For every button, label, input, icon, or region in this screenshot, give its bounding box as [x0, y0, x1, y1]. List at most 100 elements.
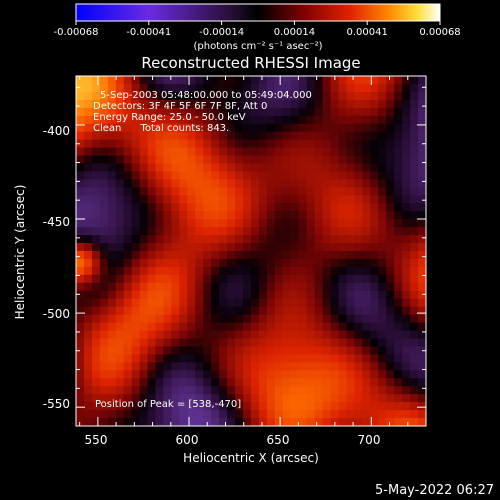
- heatmap-cell: [306, 354, 316, 363]
- heatmap-cell: [155, 418, 165, 426]
- heatmap-cell: [418, 402, 426, 411]
- heatmap-cell: [99, 322, 109, 332]
- heatmap-cell: [139, 187, 149, 196]
- heatmap-cell: [251, 410, 260, 419]
- heatmap-cell: [394, 227, 403, 236]
- heatmap-cell: [322, 338, 332, 348]
- heatmap-cell: [394, 107, 403, 117]
- colorbar-tick-label: 0.00041: [347, 27, 388, 38]
- heatmap-cell: [378, 290, 387, 300]
- heatmap-cell: [338, 322, 348, 332]
- heatmap-cell: [211, 362, 220, 371]
- heatmap-cell: [418, 147, 426, 157]
- heatmap-cell: [99, 227, 109, 236]
- heatmap-cell: [131, 394, 141, 403]
- heatmap-cell: [314, 346, 324, 355]
- heatmap-cell: [131, 163, 141, 173]
- heatmap-cell: [290, 290, 300, 300]
- heatmap-cell: [354, 394, 363, 403]
- heatmap-cell: [76, 83, 85, 93]
- heatmap-cell: [115, 147, 125, 157]
- heatmap-cell: [354, 123, 363, 133]
- heatmap-cell: [163, 131, 173, 141]
- heatmap-cell: [99, 195, 109, 204]
- heatmap-cell: [258, 330, 268, 340]
- heatmap-cell: [370, 370, 379, 379]
- heatmap-cell: [338, 410, 348, 419]
- heatmap-cell: [195, 219, 204, 228]
- heatmap-cell: [258, 298, 268, 308]
- heatmap-cell: [410, 76, 419, 85]
- heatmap-cell: [195, 258, 204, 268]
- heatmap-cell: [346, 131, 355, 141]
- heatmap-cell: [91, 330, 101, 340]
- heatmap-cell: [306, 370, 316, 379]
- heatmap-cell: [410, 418, 419, 426]
- heatmap-cell: [155, 91, 165, 101]
- heatmap-cell: [147, 195, 157, 204]
- heatmap-cell: [147, 330, 157, 340]
- heatmap-cell: [123, 330, 133, 340]
- heatmap-cell: [91, 187, 101, 196]
- heatmap-cell: [266, 171, 276, 180]
- heatmap-cell: [330, 290, 340, 300]
- heatmap-cell: [235, 370, 244, 379]
- heatmap-cell: [330, 219, 340, 228]
- heatmap-cell: [274, 410, 284, 419]
- heatmap-cell: [314, 322, 324, 332]
- heatmap-cell: [402, 91, 411, 101]
- heatmap-cell: [346, 163, 355, 173]
- heatmap-cell: [306, 171, 316, 180]
- heatmap-cell: [330, 131, 340, 141]
- heatmap-cell: [219, 163, 228, 173]
- heatmap-cell: [290, 131, 300, 141]
- heatmap-cell: [322, 211, 332, 220]
- heatmap-cell: [258, 306, 268, 316]
- heatmap-cell: [330, 187, 340, 196]
- heatmap-cell: [107, 107, 117, 117]
- heatmap-cell: [386, 155, 395, 165]
- heatmap-cell: [91, 378, 101, 387]
- heatmap-cell: [235, 322, 244, 332]
- heatmap-cell: [83, 235, 93, 244]
- heatmap-cell: [258, 266, 268, 276]
- heatmap-cell: [76, 386, 85, 395]
- heatmap-cell: [266, 378, 276, 387]
- heatmap-cell: [76, 362, 85, 371]
- heatmap-cell: [266, 227, 276, 236]
- heatmap-cell: [402, 378, 411, 387]
- heatmap-cell: [394, 187, 403, 196]
- heatmap-cell: [346, 123, 355, 133]
- heatmap-cell: [274, 203, 284, 212]
- heatmap-cell: [243, 171, 252, 180]
- heatmap-cell: [139, 235, 149, 244]
- heatmap-cell: [394, 123, 403, 133]
- heatmap-cell: [402, 219, 411, 228]
- heatmap-cell: [243, 394, 252, 403]
- heatmap-cell: [235, 203, 244, 212]
- heatmap-cell: [402, 418, 411, 426]
- heatmap-cell: [243, 354, 252, 363]
- heatmap-cell: [370, 362, 379, 371]
- heatmap-cell: [76, 115, 85, 125]
- heatmap-cell: [235, 131, 244, 141]
- heatmap-cell: [290, 418, 300, 426]
- heatmap-cell: [123, 227, 133, 236]
- heatmap-cell: [227, 362, 236, 371]
- heatmap-cell: [227, 139, 236, 149]
- heatmap-cell: [115, 179, 125, 188]
- heatmap-cell: [394, 163, 403, 173]
- heatmap-cell: [266, 147, 276, 157]
- heatmap-cell: [386, 402, 395, 411]
- heatmap-cell: [163, 171, 173, 180]
- heatmap-cell: [171, 243, 180, 252]
- heatmap-cell: [418, 394, 426, 403]
- heatmap-cell: [76, 99, 85, 109]
- heatmap-cell: [235, 394, 244, 403]
- heatmap-cell: [418, 322, 426, 332]
- heatmap-cell: [155, 410, 165, 419]
- heatmap-cell: [274, 163, 284, 173]
- heatmap-cell: [195, 410, 204, 419]
- heatmap-cell: [251, 107, 260, 117]
- heatmap-cell: [99, 123, 109, 133]
